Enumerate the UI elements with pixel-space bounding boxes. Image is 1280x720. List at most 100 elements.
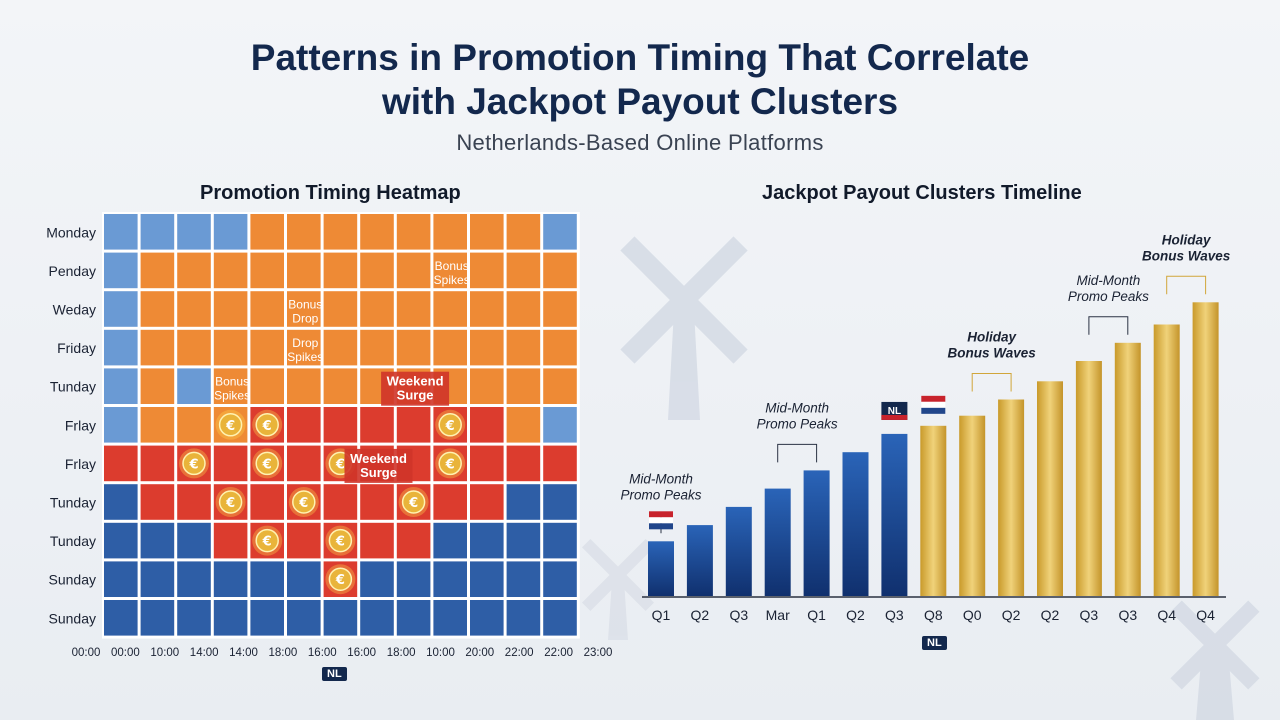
heatmap-cell	[470, 329, 504, 366]
heatmap-cell	[104, 252, 138, 289]
heatmap-row-label: Tunday	[50, 533, 96, 549]
heatmap-cell	[470, 252, 504, 289]
heatmap-cell	[470, 484, 504, 520]
timeline-tick-label: Q2	[691, 607, 710, 623]
heatmap-cell	[287, 445, 321, 482]
heatmap-cell	[287, 252, 321, 289]
heatmap-cell	[104, 522, 138, 559]
timeline-bar	[842, 452, 869, 596]
heatmap-cell	[250, 561, 284, 597]
heatmap-cell	[360, 214, 394, 250]
heatmap-cell	[104, 484, 138, 520]
page-title: Patterns in Promotion Timing That Correl…	[0, 36, 1280, 124]
svg-text:€: €	[188, 457, 198, 472]
svg-text:€: €	[225, 419, 235, 434]
euro-coin-icon: €	[252, 448, 283, 479]
heatmap-cell	[104, 368, 138, 404]
heatmap-row-label: Sunday	[49, 572, 96, 588]
heatmap-cell	[104, 561, 138, 597]
svg-text:€: €	[262, 457, 272, 472]
svg-text:€: €	[335, 457, 345, 472]
heatmap-cell	[287, 561, 321, 597]
svg-text:Promo Peaks: Promo Peaks	[620, 487, 701, 502]
heatmap-cell	[140, 600, 175, 636]
euro-coin-icon: €	[215, 409, 246, 440]
timeline-bar	[920, 425, 947, 596]
euro-coin-icon: €	[325, 525, 356, 556]
heatmap-cell	[433, 291, 467, 327]
heatmap-cell	[433, 600, 467, 636]
svg-text:Promo Peaks: Promo Peaks	[1068, 289, 1149, 304]
heatmap-cell	[250, 600, 284, 636]
svg-text:Drop: Drop	[292, 336, 318, 350]
svg-text:Weekend: Weekend	[350, 451, 407, 466]
euro-coin-icon: €	[435, 448, 466, 479]
nl-flag-badge-text: NL	[888, 406, 901, 417]
heatmap-cell	[213, 291, 248, 327]
heatmap-cell	[470, 368, 504, 404]
heatmap-col-label: 22:00	[544, 647, 573, 659]
netherlands-flag-icon	[649, 511, 673, 530]
heatmap-chart: Monday Penday Weday Friday Tunday Frlay Frlay T…	[46, 212, 612, 659]
svg-text:€: €	[408, 496, 418, 511]
heatmap-cell	[506, 522, 541, 559]
heatmap-cell	[140, 522, 175, 559]
svg-text:Bonus: Bonus	[288, 298, 322, 312]
heatmap-cell	[360, 600, 394, 636]
heatmap-cell	[177, 561, 211, 597]
heatmap-cell	[506, 484, 541, 520]
heatmap-cell	[506, 445, 541, 482]
heatmap-row-label: Sunday	[49, 610, 96, 626]
svg-text:Spikes: Spikes	[287, 350, 323, 364]
heatmap-row-label: Friday	[57, 340, 96, 356]
heatmap-cell	[360, 484, 394, 520]
heatmap-cell	[433, 252, 467, 289]
heatmap-col-label: 10:00	[426, 647, 455, 659]
heatmap-col-label: 18:00	[387, 647, 416, 659]
heatmap-cell	[104, 291, 138, 327]
heatmap-cell	[213, 561, 248, 597]
nl-badge-heatmap: NL	[322, 667, 347, 681]
heatmap-cell	[543, 600, 577, 636]
heatmap-cell	[140, 484, 175, 520]
heatmap-cell	[470, 291, 504, 327]
timeline-tick-label: Q3	[1080, 607, 1099, 623]
heatmap-cell	[213, 522, 248, 559]
heatmap-cell	[177, 329, 211, 366]
heatmap-cell	[213, 368, 248, 404]
heatmap-cell	[140, 561, 175, 597]
heatmap-cell	[323, 484, 358, 520]
heatmap-cell	[140, 252, 175, 289]
heatmap-cell	[543, 368, 577, 404]
nl-badge-timeline: NL	[922, 636, 947, 650]
heatmap-cell	[323, 329, 358, 366]
heatmap-cell	[506, 407, 541, 443]
heatmap-cell	[287, 329, 321, 366]
heatmap-cell	[213, 445, 248, 482]
heatmap-cell	[396, 600, 431, 636]
heatmap-cell	[543, 522, 577, 559]
nl-flag-badge-icon: NL	[881, 401, 908, 420]
svg-text:Spikes: Spikes	[434, 273, 470, 287]
euro-coin-icon: €	[398, 487, 429, 517]
heatmap-cell	[104, 407, 138, 443]
svg-text:Spikes: Spikes	[214, 389, 250, 403]
heatmap-cell	[433, 522, 467, 559]
heatmap-cell	[360, 329, 394, 366]
heatmap-cell	[287, 522, 321, 559]
netherlands-flag-icon	[921, 395, 946, 414]
heatmap-cell	[470, 214, 504, 250]
heatmap-cell	[506, 291, 541, 327]
euro-coin-icon: €	[435, 409, 466, 440]
svg-text:€: €	[298, 496, 308, 511]
heatmap-cell	[177, 214, 211, 250]
heatmap-cell	[543, 561, 577, 597]
euro-coin-icon: €	[179, 448, 209, 479]
